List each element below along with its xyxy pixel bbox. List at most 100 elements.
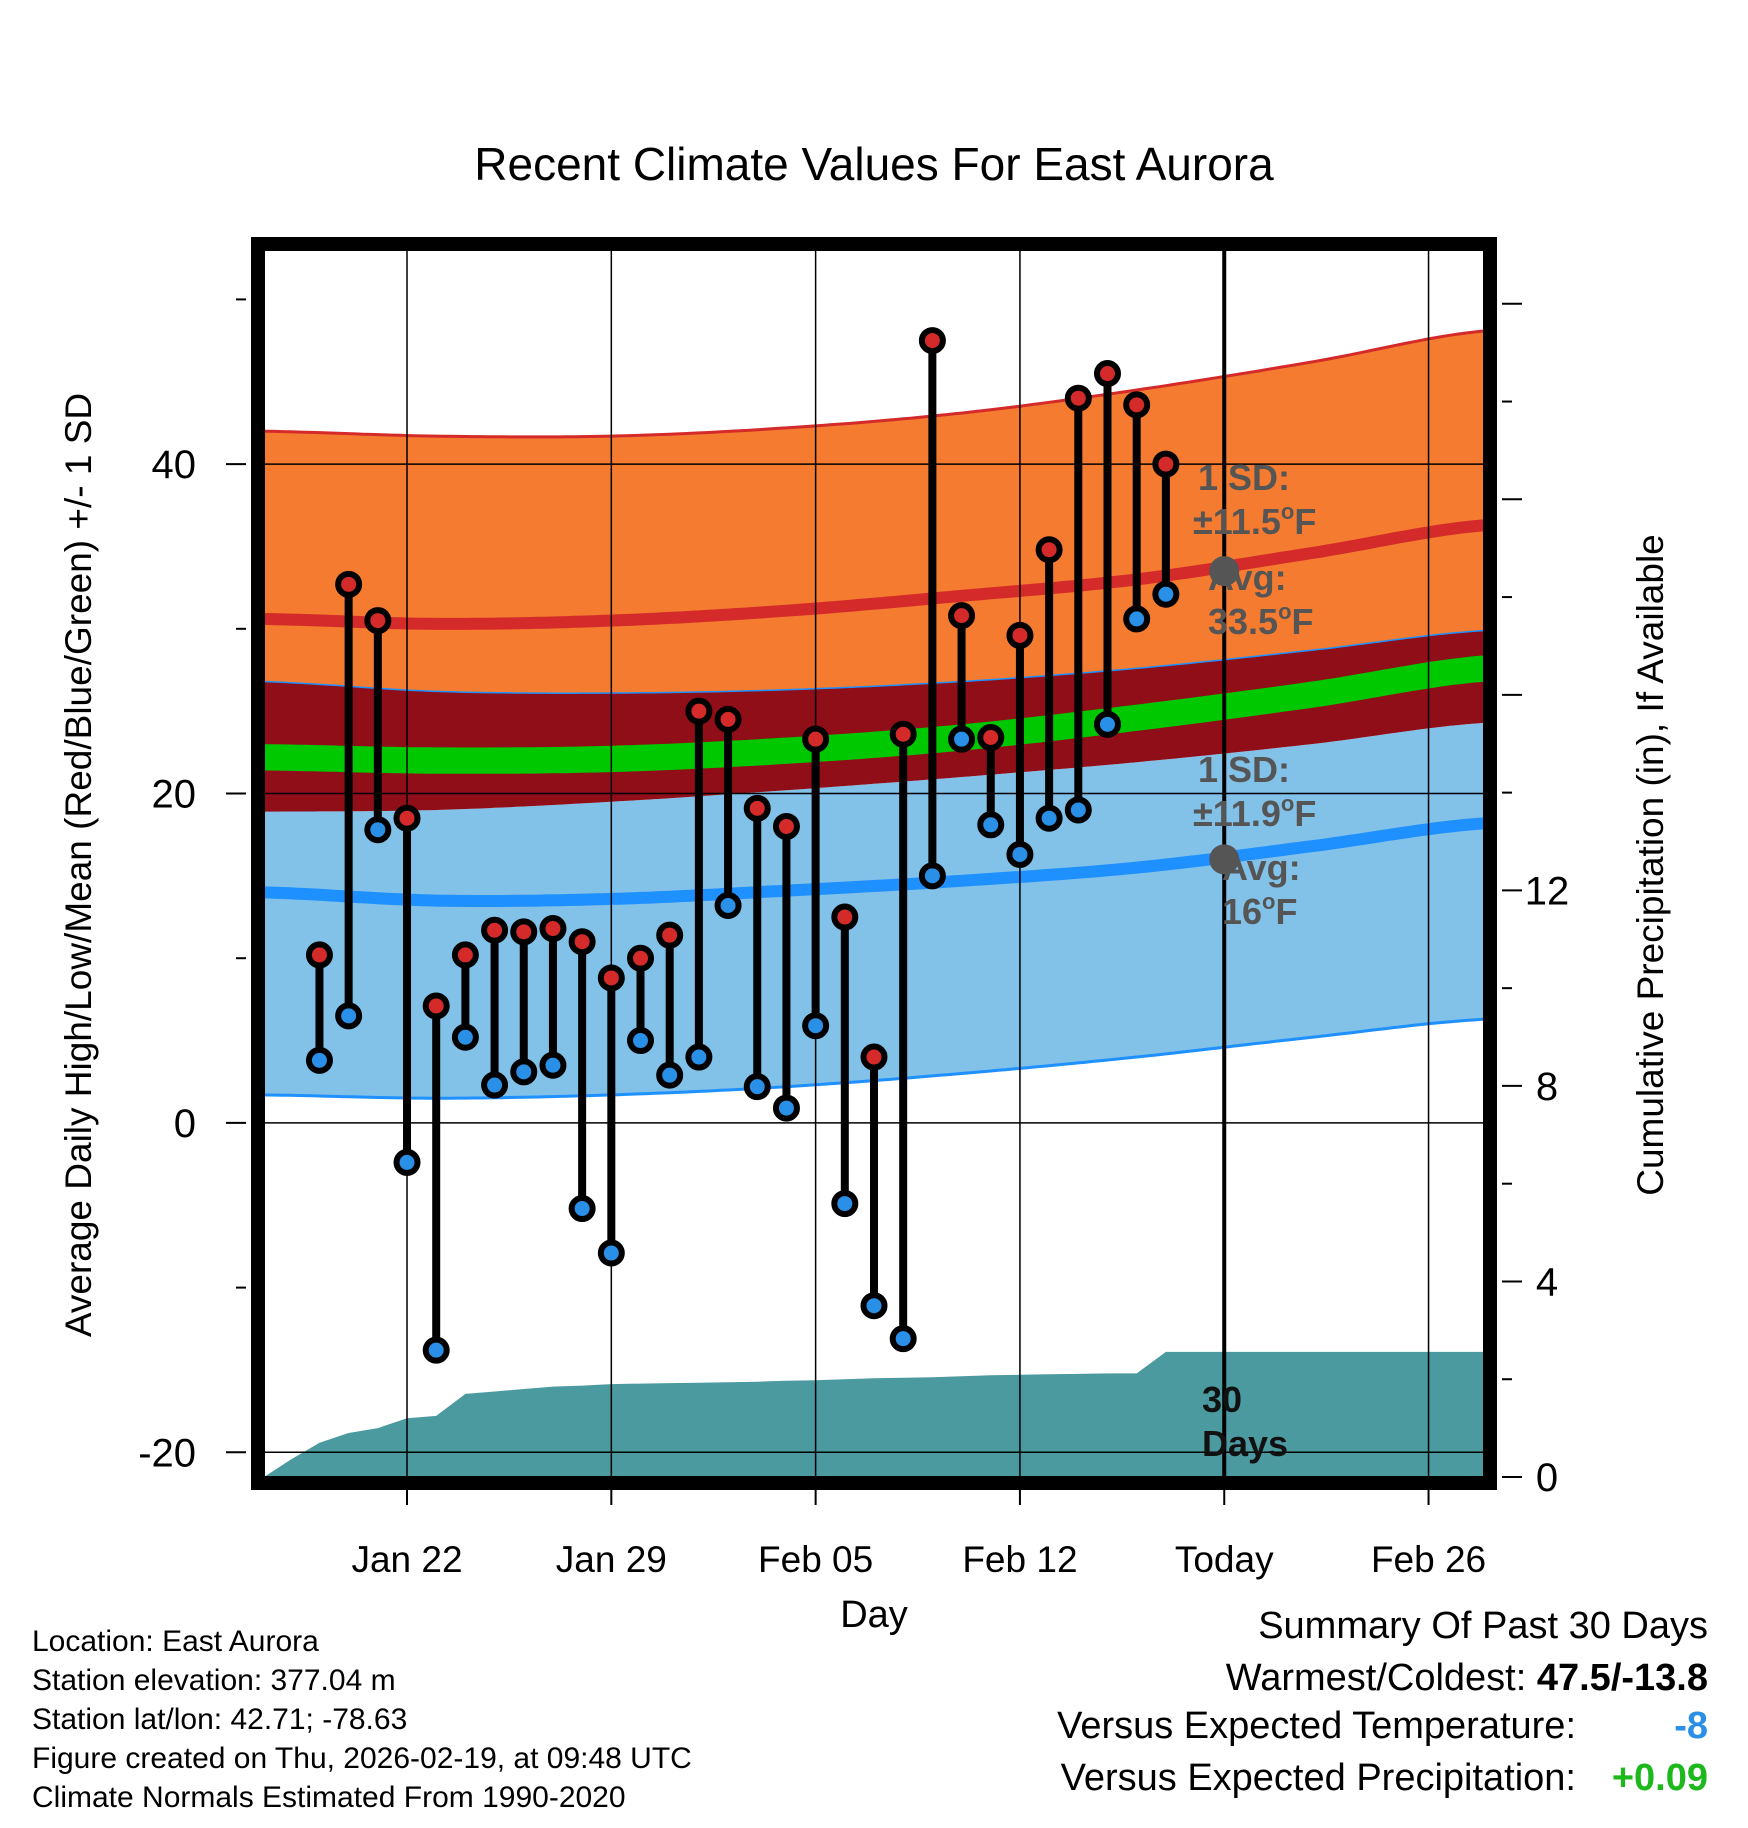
daily-low-marker [743, 1073, 771, 1101]
daily-low-marker [802, 1012, 830, 1040]
plot-frame [251, 237, 1497, 1490]
summary-panel: Summary Of Past 30 Days Warmest/Coldest:… [908, 1605, 1708, 1825]
plot-area [264, 250, 1484, 1477]
summary-warmest-label: Warmest/Coldest: [1225, 1657, 1537, 1699]
info-normals: Climate Normals Estimated From 1990-2020 [32, 1781, 626, 1814]
precipitation-area [264, 1351, 1484, 1477]
daily-low-marker [597, 1239, 625, 1267]
station-info: Location: East Aurora Station elevation:… [32, 1622, 692, 1817]
x-tick-label: Feb 26 [1371, 1539, 1486, 1580]
high-avg-marker [1209, 556, 1240, 587]
daily-high-marker [831, 903, 859, 931]
y-axis-right-label: Cumulative Precipitation (in), If Availa… [1630, 534, 1671, 1196]
high-sd-value: ±11.5oF [1193, 499, 1316, 542]
x-axis-label: Day [840, 1594, 908, 1636]
daily-high-marker [685, 697, 713, 725]
daily-high-marker [568, 928, 596, 956]
daily-high-marker [948, 602, 976, 630]
daily-low-marker [393, 1148, 421, 1176]
x-tick-label: Feb 05 [758, 1539, 873, 1580]
daily-high-marker [597, 964, 625, 992]
high-avg-value: 33.5oF [1208, 599, 1314, 642]
x-tick-label: Feb 12 [962, 1539, 1077, 1580]
info-elevation: Station elevation: 377.04 m [32, 1664, 396, 1697]
summary-warmest-row: Warmest/Coldest: 47.5/-13.8 [1226, 1657, 1708, 1700]
daily-low-marker [918, 862, 946, 890]
low-avg-number: 16 [1222, 891, 1262, 932]
daily-high-marker [743, 794, 771, 822]
low-sd-pm: ± [1193, 793, 1213, 834]
y-axis-left-label: Average Daily High/Low/Mean (Red/Blue/Gr… [58, 393, 99, 1337]
daily-high-marker [1035, 536, 1063, 564]
daily-low-marker [568, 1195, 596, 1223]
low-avg-deg: o [1262, 889, 1275, 914]
high-upper-line [264, 329, 1484, 439]
daily-high-marker [1123, 391, 1151, 419]
high-avg-label: Avg: [1208, 557, 1287, 598]
summary-precip-value: +0.09 [1611, 1757, 1708, 1799]
summary-title: Summary Of Past 30 Days [1258, 1605, 1708, 1647]
daily-high-marker [1093, 360, 1121, 388]
high-lower-line [264, 629, 1484, 694]
daily-low-marker [481, 1071, 509, 1099]
y-right-tick-label: 4 [1536, 1260, 1558, 1304]
daily-low-marker [1035, 804, 1063, 832]
low-sd-value: ±11.9oF [1193, 791, 1316, 834]
daily-low-marker [422, 1336, 450, 1364]
daily-high-marker [977, 724, 1005, 752]
mean-normal-line [264, 655, 1484, 774]
daily-low-marker [860, 1292, 888, 1320]
daily-low-marker [831, 1190, 859, 1218]
high-sd-deg: o [1281, 499, 1294, 524]
daily-low-marker [305, 1046, 333, 1074]
low-sd-deg: o [1281, 791, 1294, 816]
daily-low-marker [1006, 840, 1034, 868]
annotations: 1 SD: ±11.5oF Avg: 33.5oF 1 SD: ±11.9oF … [1193, 457, 1316, 1464]
daily-markers [305, 327, 1180, 1364]
high-sd-band [264, 330, 1484, 694]
daily-high-marker [305, 941, 333, 969]
y-right-tick-label: 8 [1536, 1065, 1558, 1109]
info-created: Figure created on Thu, 2026-02-19, at 09… [32, 1742, 692, 1775]
low-sd-label: 1 SD: [1198, 749, 1290, 790]
daily-high-marker [539, 915, 567, 943]
daily-low-marker [1123, 605, 1151, 633]
summary-temp-value: -8 [1674, 1705, 1708, 1747]
low-sd-unit: F [1294, 793, 1316, 834]
daily-low-marker [451, 1023, 479, 1051]
daily-high-marker [889, 720, 917, 748]
low-normal-line [264, 817, 1484, 907]
daily-high-marker [1064, 384, 1092, 412]
daily-high-marker [918, 327, 946, 355]
y-left-tick-label: -20 [138, 1431, 196, 1475]
daily-low-marker [977, 811, 1005, 839]
summary-warmest-value: 47.5/-13.8 [1536, 1657, 1708, 1699]
daily-high-marker [860, 1043, 888, 1071]
chart-title: Recent Climate Values For East Aurora [474, 138, 1274, 190]
high-sd-label: 1 SD: [1198, 457, 1290, 498]
daily-low-marker [1152, 580, 1180, 608]
daily-low-marker [889, 1325, 917, 1353]
daily-high-marker [335, 570, 363, 598]
low-avg-value: 16oF [1222, 889, 1298, 932]
daily-high-marker [802, 725, 830, 753]
low-avg-marker [1209, 844, 1240, 875]
y-left-tick-label: 40 [152, 443, 197, 487]
daily-low-marker [364, 816, 392, 844]
low-avg-label: Avg: [1222, 847, 1301, 888]
daily-high-marker [714, 705, 742, 733]
info-latlon: Station lat/lon: 42.71; -78.63 [32, 1703, 408, 1736]
daily-high-marker [451, 941, 479, 969]
x-tick-label: Jan 22 [351, 1539, 462, 1580]
daily-low-marker [656, 1061, 684, 1089]
daily-low-marker [335, 1002, 363, 1030]
daily-high-marker [1006, 621, 1034, 649]
daily-high-marker [627, 944, 655, 972]
precip-days-label: Days [1202, 1423, 1288, 1464]
daily-high-marker [656, 921, 684, 949]
high-sd-pm: ± [1193, 501, 1213, 542]
summary-temp-label: Versus Expected Temperature: [1057, 1705, 1576, 1747]
y-left-tick-label: 20 [152, 773, 197, 817]
high-normal-line [264, 519, 1484, 630]
